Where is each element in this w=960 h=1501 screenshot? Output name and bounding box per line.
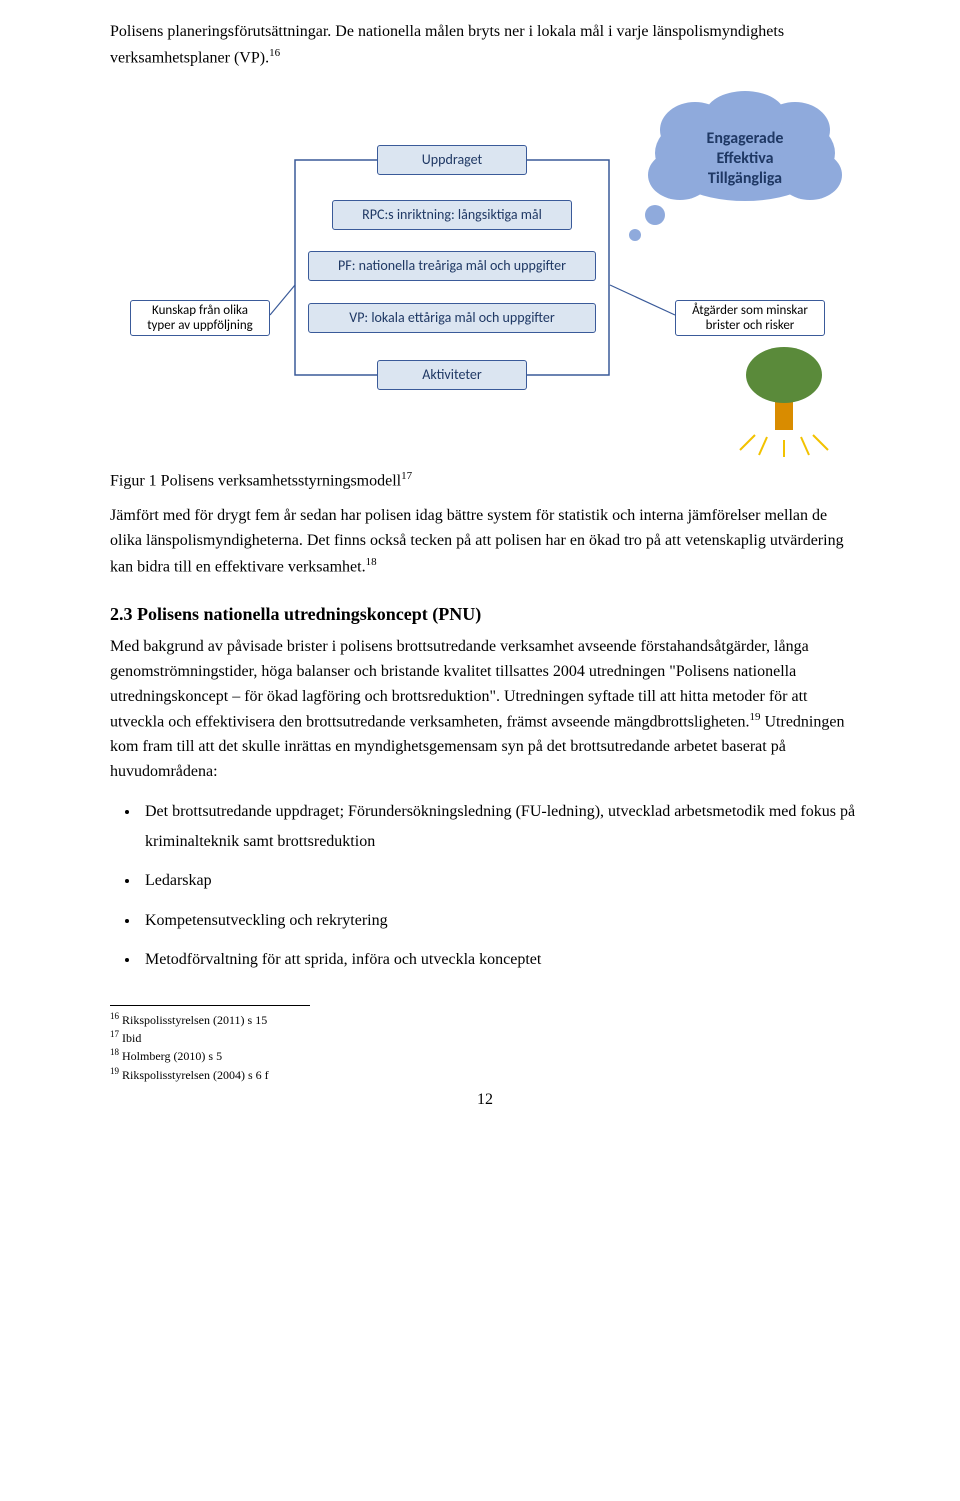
list-item: Kompetensutveckling och rekrytering: [140, 906, 860, 936]
box-aktiviteter-label: Aktiviteter: [422, 366, 482, 383]
footnote: 18 Holmberg (2010) s 5: [110, 1046, 860, 1064]
list-item: Det brottsutredande uppdraget; Förunders…: [140, 797, 860, 856]
box-aktiviteter: Aktiviteter: [377, 360, 527, 390]
callout-left: Kunskap från olika typer av uppföljning: [130, 300, 270, 336]
paragraph-2: Med bakgrund av påvisade brister i polis…: [110, 635, 860, 785]
figure-caption: Figur 1 Polisens verksamhetsstyrningsmod…: [110, 470, 860, 490]
intro-paragraph: Polisens planeringsförutsättningar. De n…: [110, 20, 860, 71]
fn-num: 16: [110, 1011, 119, 1021]
paragraph-1: Jämfört med för drygt fem år sedan har p…: [110, 504, 860, 580]
caption-text: Figur 1 Polisens verksamhetsstyrningsmod…: [110, 472, 401, 489]
fn-num: 17: [110, 1029, 119, 1039]
bullet-list: Det brottsutredande uppdraget; Förunders…: [140, 797, 860, 975]
box-vp-label: VP: lokala ettåriga mål och uppgifter: [349, 309, 554, 326]
fn-text: Rikspolisstyrelsen (2011) s 15: [119, 1013, 267, 1027]
fn-num: 19: [110, 1066, 119, 1076]
para2-part1: Med bakgrund av påvisade brister i polis…: [110, 638, 809, 731]
page-number: 12: [110, 1091, 860, 1109]
fn-text: Ibid: [119, 1031, 141, 1045]
para1-text: Jämfört med för drygt fem år sedan har p…: [110, 507, 844, 575]
footnotes: 16 Rikspolisstyrelsen (2011) s 15 17 Ibi…: [110, 1010, 860, 1083]
list-item: Metodförvaltning för att sprida, införa …: [140, 945, 860, 975]
footnote: 16 Rikspolisstyrelsen (2011) s 15: [110, 1010, 860, 1028]
callout-right-line2: brister och risker: [706, 318, 795, 333]
callout-left-line1: Kunskap från olika: [152, 303, 248, 318]
fn-text: Holmberg (2010) s 5: [119, 1049, 222, 1063]
box-rpc-label: RPC:s inriktning: långsiktiga mål: [362, 206, 542, 223]
callout-right-line1: Åtgärder som minskar: [692, 303, 808, 318]
box-uppdraget-label: Uppdraget: [422, 151, 482, 168]
cloud-line1: Engagerade: [707, 129, 784, 148]
cloud-text: Engagerade Effektiva Tillgängliga: [670, 129, 820, 189]
callout-right: Åtgärder som minskar brister och risker: [675, 300, 825, 336]
intro-sup: 16: [269, 47, 280, 59]
caption-sup: 17: [401, 470, 412, 482]
section-heading: 2.3 Polisens nationella utredningskoncep…: [110, 604, 860, 625]
footnote-rule: [110, 1005, 310, 1006]
fn-num: 18: [110, 1047, 119, 1057]
footnote: 17 Ibid: [110, 1028, 860, 1046]
box-rpc: RPC:s inriktning: långsiktiga mål: [332, 200, 572, 230]
box-pf-label: PF: nationella treåriga mål och uppgifte…: [338, 257, 566, 274]
para2-sup: 19: [749, 711, 760, 723]
diagram: Engagerade Effektiva Tillgängliga Uppdra…: [115, 85, 855, 460]
fn-text: Rikspolisstyrelsen (2004) s 6 f: [119, 1068, 269, 1082]
box-vp: VP: lokala ettåriga mål och uppgifter: [308, 303, 596, 333]
para1-sup: 18: [366, 556, 377, 568]
box-uppdraget: Uppdraget: [377, 145, 527, 175]
box-pf: PF: nationella treåriga mål och uppgifte…: [308, 251, 596, 281]
cloud-line2: Effektiva: [717, 149, 774, 168]
cloud-line3: Tillgängliga: [708, 169, 782, 188]
list-item: Ledarskap: [140, 866, 860, 896]
footnote: 19 Rikspolisstyrelsen (2004) s 6 f: [110, 1065, 860, 1083]
intro-text: Polisens planeringsförutsättningar. De n…: [110, 23, 784, 66]
callout-left-line2: typer av uppföljning: [147, 318, 253, 333]
